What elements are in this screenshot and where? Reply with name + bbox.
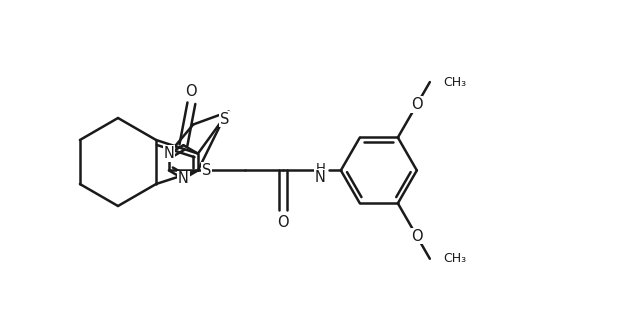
Text: CH₃: CH₃: [443, 76, 466, 89]
Text: S: S: [202, 163, 212, 178]
Text: S: S: [220, 112, 230, 126]
Text: CH₃: CH₃: [443, 252, 466, 265]
Text: O: O: [411, 229, 422, 244]
Text: O: O: [411, 97, 422, 112]
Text: N: N: [314, 170, 325, 185]
Text: O: O: [186, 84, 197, 99]
Text: N: N: [163, 146, 174, 161]
Text: O: O: [277, 215, 289, 230]
Text: H: H: [316, 162, 326, 175]
Text: N: N: [178, 171, 189, 186]
